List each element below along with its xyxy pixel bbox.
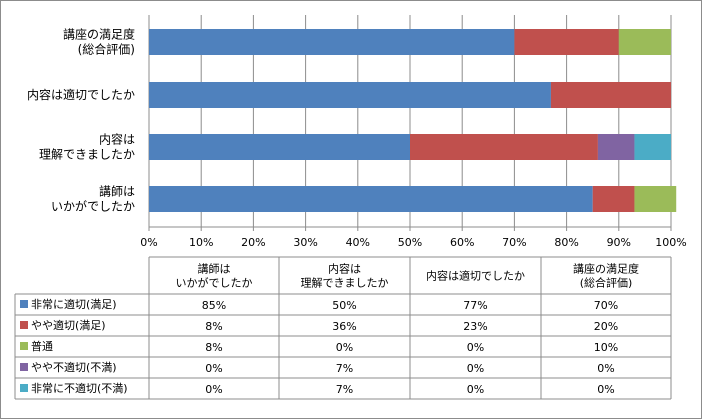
table-cell: 0% [336, 341, 353, 354]
table-cell: 0% [205, 383, 222, 396]
table-cell: 23% [463, 320, 487, 333]
table-cell: 7% [336, 383, 353, 396]
table-cell: 0% [467, 362, 484, 375]
table-cell: 8% [205, 341, 222, 354]
bar-segment [634, 186, 677, 212]
bars [149, 29, 677, 212]
bar-segment [410, 134, 598, 160]
x-tick-label: 0% [140, 236, 157, 249]
table-cell: 20% [594, 320, 618, 333]
bar-segment [149, 29, 515, 55]
legend-entry: 普通 [31, 339, 53, 353]
table-cell: 0% [597, 383, 614, 396]
bar-segment [634, 134, 671, 160]
x-tick-label: 80% [554, 236, 578, 249]
x-tick-label: 50% [398, 236, 422, 249]
legend-entry: 非常に適切(満足) [31, 297, 117, 311]
table-cell: 10% [594, 341, 618, 354]
bar-segment [618, 29, 671, 55]
table-cell: 8% [205, 320, 222, 333]
category-label: (総合評価) [78, 42, 135, 57]
legend-swatch [20, 384, 28, 392]
x-tick-label: 90% [607, 236, 631, 249]
table-cell: 70% [594, 299, 618, 312]
bar-segment [592, 186, 635, 212]
x-tick-labels: 0% 10% 20% 30% 40% 50% 60% 70% 80% 90% 100% [140, 236, 686, 249]
category-label: 講座の満足度 [63, 27, 135, 42]
x-tick-label: 40% [346, 236, 370, 249]
table-cell: 0% [467, 341, 484, 354]
bar-segment [149, 186, 593, 212]
bar-segment [149, 82, 551, 108]
x-tick-label: 10% [189, 236, 213, 249]
legend-swatch [20, 363, 28, 371]
table-header: 内容は適切でしたか [426, 269, 525, 283]
category-label: 講師は [99, 184, 135, 199]
category-label: 理解できましたか [39, 148, 135, 162]
category-label: 内容は [99, 132, 135, 147]
table-header: (総合評価) [580, 276, 633, 290]
legend-swatch [20, 342, 28, 350]
x-tick-label: 70% [502, 236, 526, 249]
legend-entry: やや不適切(不満) [31, 360, 117, 374]
table-cell: 50% [332, 299, 356, 312]
table-header: 理解できましたか [301, 276, 389, 290]
bar-segment [597, 134, 635, 160]
x-tick-label: 60% [450, 236, 474, 249]
table-cell: 0% [205, 362, 222, 375]
table-cell: 0% [467, 383, 484, 396]
x-tick-label: 30% [293, 236, 317, 249]
table-cell: 36% [332, 320, 356, 333]
category-labels: 講座の満足度(総合評価) 内容は適切でしたか内容は理解できましたか講師はいかがでし… [27, 27, 135, 214]
table-cell: 77% [463, 299, 487, 312]
legend-entry: 非常に不適切(不満) [31, 381, 128, 395]
table-cell: 7% [336, 362, 353, 375]
bar-segment [149, 134, 410, 160]
bar-segment [514, 29, 619, 55]
legend-swatch [20, 300, 28, 308]
table-header: 内容は [328, 262, 361, 276]
table-cell: 85% [202, 299, 226, 312]
table-header: 講座の満足度 [573, 262, 639, 276]
table-cell: 0% [597, 362, 614, 375]
category-label: いかがでしたか [51, 199, 135, 214]
table-header: 講師は [198, 262, 231, 276]
legend-entry: やや適切(満足) [31, 318, 106, 332]
category-label: 内容は適切でしたか [27, 87, 135, 102]
bar-segment [550, 82, 671, 108]
x-tick-label: 20% [241, 236, 265, 249]
table-header: いかがでしたか [176, 276, 253, 290]
legend-swatch [20, 321, 28, 329]
x-tick-label: 100% [655, 236, 686, 249]
